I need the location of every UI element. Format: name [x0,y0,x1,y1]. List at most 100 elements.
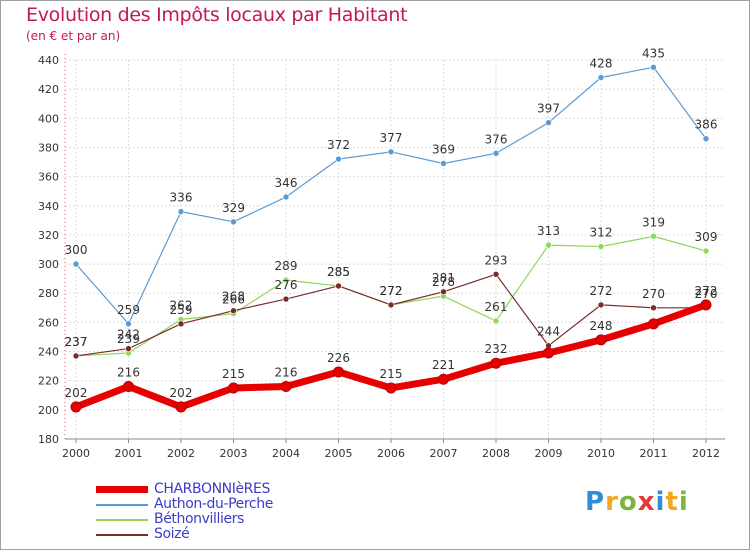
data-label: 259 [117,303,140,317]
data-point [543,347,554,359]
legend-swatch-authon [96,504,148,506]
data-point [282,193,290,201]
data-label: 272 [380,284,403,298]
data-label: 266 [222,293,245,307]
y-tick-label: 300 [38,258,59,271]
data-label: 276 [275,278,298,292]
x-tick-label: 2001 [115,447,143,460]
x-tick-label: 2000 [62,447,90,460]
data-label: 215 [380,367,403,381]
data-label: 202 [170,386,193,400]
data-label: 435 [642,46,665,60]
data-label: 237 [65,335,88,349]
data-label: 281 [432,271,455,285]
data-label: 216 [117,366,140,380]
data-point [282,276,290,284]
data-point [702,135,710,143]
data-point [125,345,132,352]
data-label: 221 [432,358,455,372]
x-tick-label: 2012 [692,447,720,460]
legend-item-soize: Soizé [96,526,396,542]
data-point [650,63,657,71]
data-point [335,282,342,290]
data-point [72,352,80,360]
data-label: 428 [590,56,613,70]
data-point [228,382,239,394]
data-label: 268 [222,290,245,304]
data-label: 319 [642,215,665,229]
data-point [595,334,607,346]
data-label: 313 [537,224,560,238]
x-tick-label: 2009 [535,447,563,460]
x-tick-label: 2003 [220,447,248,460]
data-point [597,243,605,250]
data-label: 289 [275,259,298,273]
y-tick-label: 440 [38,54,59,67]
x-tick-label: 2007 [430,447,458,460]
data-point [72,260,80,268]
x-tick-label: 2008 [482,447,510,460]
data-label: 300 [65,243,88,257]
data-point [490,357,502,369]
legend-swatch-charbonnieres [96,486,148,493]
y-tick-label: 380 [38,141,59,154]
data-label: 270 [642,287,665,301]
y-tick-label: 360 [38,171,59,184]
y-tick-label: 260 [38,316,59,329]
data-point [280,381,292,393]
data-point [123,381,134,393]
data-label: 237 [65,335,88,349]
data-point [177,208,185,215]
data-label: 226 [327,351,350,365]
y-tick-label: 400 [38,112,59,125]
data-point [492,317,500,325]
logo-letter: P [585,487,606,517]
data-label: 278 [432,275,455,289]
data-label: 397 [537,102,560,116]
data-point [333,366,344,378]
data-label: 377 [380,131,403,145]
data-point [650,233,657,240]
x-tick-label: 2004 [272,447,300,460]
data-point [385,382,397,394]
x-tick-label: 2002 [167,447,195,460]
legend-swatch-bethonvilliers [96,519,148,521]
logo-letter: i [678,487,689,517]
data-point [438,373,449,385]
data-label: 261 [485,300,508,314]
data-label: 372 [327,138,350,152]
data-point [648,318,659,330]
logo-letter: i [655,487,666,517]
y-tick-label: 200 [38,404,59,417]
data-point [440,288,447,296]
data-point [702,247,710,255]
data-label: 285 [327,265,350,279]
x-tick-label: 2006 [377,447,405,460]
data-point [335,155,342,163]
x-tick-label: 2011 [640,447,668,460]
data-label: 215 [222,367,245,381]
data-label: 386 [695,118,718,132]
data-point [282,295,290,303]
legend-label-authon: Authon-du-Perche [154,496,273,512]
data-label: 248 [590,319,613,333]
legend-item-charbonnieres: CHARBONNIèRES [96,481,396,497]
data-label: 293 [485,253,508,267]
data-label: 312 [590,226,613,240]
data-point [597,301,605,309]
chart-subtitle: (en € et par an) [26,29,121,43]
legend-label-soize: Soizé [154,526,190,542]
data-point [70,401,82,413]
data-label: 232 [485,342,508,356]
data-point [545,119,552,126]
y-tick-label: 280 [38,287,59,300]
data-label: 272 [380,284,403,298]
x-tick-label: 2010 [587,447,615,460]
legend-item-bethonvilliers: Béthonvilliers [96,511,396,527]
legend-label-bethonvilliers: Béthonvilliers [154,511,244,527]
data-label: 285 [327,265,350,279]
data-label: 309 [695,230,718,244]
data-label: 270 [695,287,718,301]
y-tick-label: 420 [38,83,59,96]
